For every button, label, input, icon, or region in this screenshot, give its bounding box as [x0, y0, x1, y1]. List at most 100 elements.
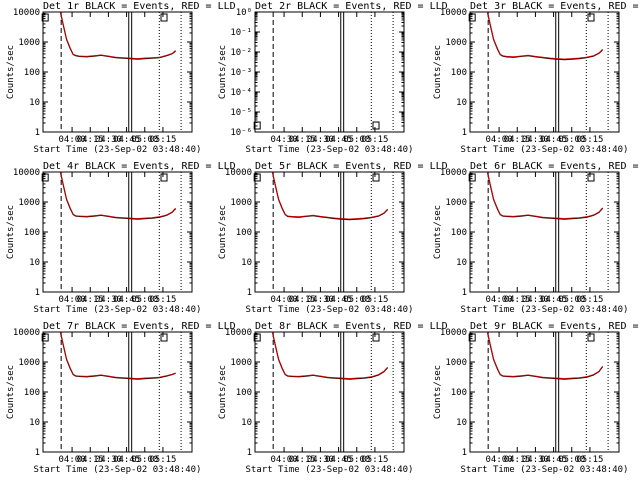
panel-4: Det 4r BLACK = Events, RED = LLD 1 10 100 10… — [6, 161, 236, 315]
x-tick-label: 04:15 — [289, 135, 316, 145]
interval-box-marker — [160, 333, 168, 342]
x-tick-label: 04:00 — [486, 295, 513, 305]
x-tick-label: 04:15 — [77, 455, 104, 465]
interval-box-marker — [468, 173, 476, 182]
x-axis-label: Start Time (23-Sep-02 03:48:40) — [461, 465, 629, 475]
y-tick-label: 100 — [451, 388, 467, 398]
y-tick-label: 10 — [29, 258, 40, 268]
events-series-line — [271, 332, 389, 380]
y-axis-label: Counts/sec — [6, 365, 16, 419]
interval-box-marker — [253, 333, 261, 342]
x-tick-label: 04:15 — [77, 295, 104, 305]
y-axis-label: Counts/sec — [433, 205, 443, 259]
y-tick-label: 1 — [35, 288, 40, 298]
x-tick-label: 04:30 — [307, 455, 334, 465]
x-tick-label: 04:30 — [522, 135, 549, 145]
interval-box-marker — [41, 173, 49, 182]
x-tick-label: 04:15 — [504, 455, 531, 465]
y-tick-label: 1000 — [18, 198, 40, 208]
y-tick-label: 10000 — [13, 328, 40, 338]
x-tick-label: 04:00 — [486, 135, 513, 145]
panel-5: Det 5r BLACK = Events, RED = LLD 1 10 100 10… — [218, 161, 448, 315]
x-tick-label: 05:15 — [361, 295, 388, 305]
y-tick-label: 100 — [24, 388, 40, 398]
x-tick-label: 05:00 — [131, 455, 158, 465]
interval-box-marker — [253, 173, 261, 182]
x-tick-label: 04:15 — [289, 295, 316, 305]
x-tick-label: 04:30 — [522, 455, 549, 465]
panel-title: Det 3r BLACK = Events, RED = LLD — [470, 1, 640, 12]
x-axis-label: Start Time (23-Sep-02 03:48:40) — [246, 145, 414, 155]
y-tick-label: 1 — [462, 288, 467, 298]
x-tick-label: 04:00 — [486, 455, 513, 465]
lld-series-line — [271, 332, 388, 380]
x-tick-label: 04:30 — [307, 295, 334, 305]
x-tick-label: 04:00 — [59, 135, 86, 145]
y-tick-label: 1000 — [18, 38, 40, 48]
y-axis-label: Counts/sec — [6, 45, 16, 99]
x-tick-label: 04:45 — [113, 135, 140, 145]
y-tick-label: 1000 — [445, 38, 467, 48]
interval-box-marker — [253, 121, 261, 130]
interval-box-marker — [587, 173, 595, 182]
y-axis-label: Counts/sec — [6, 205, 16, 259]
x-tick-label: 04:45 — [325, 295, 352, 305]
panel-1: Det 1r BLACK = Events, RED = LLD 1 10 100 10… — [6, 1, 236, 155]
y-tick-label: 10 — [241, 418, 252, 428]
x-tick-label: 04:45 — [325, 455, 352, 465]
panel-3: Det 3r BLACK = Events, RED = LLD 1 10 100 10… — [433, 1, 640, 155]
x-tick-label: 05:00 — [131, 135, 158, 145]
y-tick-label: 1 — [35, 448, 40, 458]
interval-box-marker — [372, 333, 380, 342]
x-tick-label: 05:00 — [558, 295, 585, 305]
y-tick-label: 10000 — [440, 328, 467, 338]
plot-frame — [469, 11, 620, 133]
y-tick-label: 10000 — [225, 168, 252, 178]
y-tick-label: 10⁻⁴ — [230, 88, 252, 98]
x-axis-label: Start Time (23-Sep-02 03:48:40) — [461, 145, 629, 155]
y-tick-label: 10 — [29, 98, 40, 108]
x-tick-label: 04:45 — [325, 135, 352, 145]
x-axis-label: Start Time (23-Sep-02 03:48:40) — [34, 465, 202, 475]
panel-title: Det 2r BLACK = Events, RED = LLD — [255, 1, 448, 12]
plot-frame — [42, 11, 193, 133]
y-tick-label: 10⁻⁶ — [230, 128, 252, 138]
panel-title: Det 6r BLACK = Events, RED = LLD — [470, 161, 640, 172]
x-tick-label: 05:00 — [343, 135, 370, 145]
y-tick-label: 10⁻⁵ — [230, 108, 252, 118]
x-tick-label: 05:15 — [576, 295, 603, 305]
y-tick-label: 10000 — [440, 8, 467, 18]
y-axis-label: Counts/sec — [433, 365, 443, 419]
events-series-line — [59, 12, 176, 60]
y-tick-label: 100 — [451, 228, 467, 238]
interval-box-marker — [41, 13, 49, 22]
y-tick-label: 100 — [451, 68, 467, 78]
y-tick-label: 1 — [247, 288, 252, 298]
x-tick-label: 04:30 — [95, 295, 122, 305]
x-tick-label: 04:00 — [271, 455, 298, 465]
plot-frame — [254, 11, 405, 133]
x-axis-label: Start Time (23-Sep-02 03:48:40) — [246, 465, 414, 475]
interval-box-marker — [41, 333, 49, 342]
x-tick-label: 04:00 — [59, 295, 86, 305]
y-tick-label: 1 — [462, 128, 467, 138]
lld-series-line — [486, 12, 603, 60]
panel-title: Det 1r BLACK = Events, RED = LLD — [43, 1, 236, 12]
interval-box-marker — [160, 173, 168, 182]
panel-9: Det 9r BLACK = Events, RED = LLD 1 10 100 10… — [433, 321, 640, 475]
panel-8: Det 8r BLACK = Events, RED = LLD 1 10 100 10… — [218, 321, 448, 475]
x-tick-label: 04:30 — [271, 135, 298, 145]
interval-box-marker — [587, 13, 595, 22]
x-tick-label: 04:30 — [307, 135, 334, 145]
lld-series-line — [59, 172, 176, 220]
x-tick-label: 04:00 — [59, 455, 86, 465]
lld-series-line — [486, 332, 604, 380]
events-series-line — [486, 12, 604, 61]
y-tick-label: 10 — [29, 418, 40, 428]
x-tick-label: 04:45 — [113, 295, 140, 305]
y-tick-label: 100 — [236, 388, 252, 398]
y-tick-label: 10 — [241, 258, 252, 268]
x-tick-label: 04:45 — [540, 295, 567, 305]
y-tick-label: 1000 — [445, 358, 467, 368]
